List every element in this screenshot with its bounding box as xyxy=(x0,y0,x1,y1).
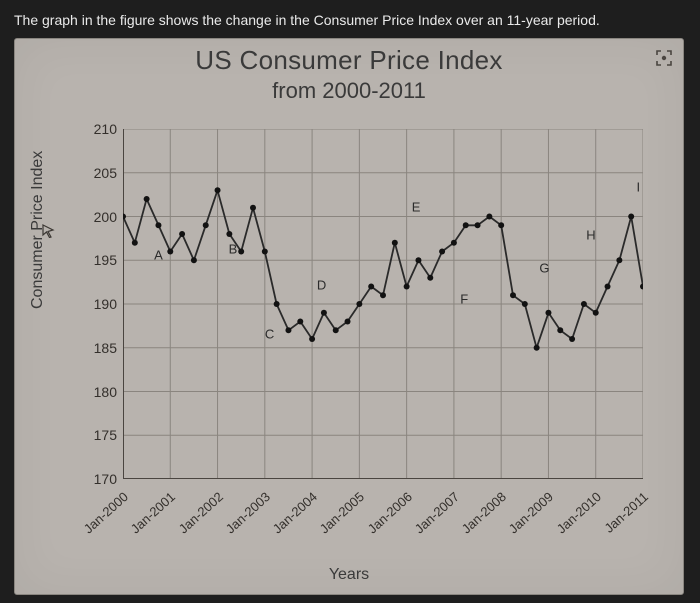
y-tick-label: 195 xyxy=(83,252,117,268)
chart-card: US Consumer Price Index from 2000-2011 C… xyxy=(14,38,684,595)
x-tick-label: Jan-2004 xyxy=(270,489,320,536)
x-tick-label: Jan-2003 xyxy=(223,489,273,536)
y-tick-label: 175 xyxy=(83,427,117,443)
prompt-text: The graph in the figure shows the change… xyxy=(14,12,690,28)
x-tick-label: Jan-2002 xyxy=(175,489,225,536)
point-label-b: B xyxy=(229,242,238,257)
x-tick-label: Jan-2000 xyxy=(81,489,131,536)
x-tick-label: Jan-2001 xyxy=(128,489,178,536)
y-tick-label: 190 xyxy=(83,296,117,312)
y-tick-label: 205 xyxy=(83,165,117,181)
y-tick-label: 170 xyxy=(83,471,117,487)
x-tick-label: Jan-2008 xyxy=(459,489,509,536)
x-tick-label: Jan-2005 xyxy=(317,489,367,536)
y-tick-label: 200 xyxy=(83,209,117,225)
y-tick-label: 210 xyxy=(83,121,117,137)
point-label-f: F xyxy=(460,292,468,307)
point-label-a: A xyxy=(154,247,163,262)
x-tick-label: Jan-2007 xyxy=(412,489,462,536)
y-tick-label: 185 xyxy=(83,340,117,356)
fullscreen-icon[interactable] xyxy=(655,49,673,67)
x-axis-label: Years xyxy=(15,566,683,584)
point-label-i: I xyxy=(636,180,640,195)
x-tick-label: Jan-2011 xyxy=(601,489,651,536)
y-axis-label: Consumer Price Index xyxy=(29,151,47,309)
chart-title-line1: US Consumer Price Index xyxy=(15,45,683,76)
chart-title-line2: from 2000-2011 xyxy=(15,78,683,104)
y-tick-label: 180 xyxy=(83,384,117,400)
x-tick-label: Jan-2009 xyxy=(506,489,556,536)
chart-plot-area xyxy=(123,129,643,479)
x-tick-label: Jan-2010 xyxy=(553,489,603,536)
point-label-d: D xyxy=(317,278,326,293)
point-label-h: H xyxy=(586,227,595,242)
point-label-e: E xyxy=(412,199,421,214)
point-label-g: G xyxy=(539,261,549,276)
x-tick-label: Jan-2006 xyxy=(364,489,414,536)
point-label-c: C xyxy=(265,326,274,341)
